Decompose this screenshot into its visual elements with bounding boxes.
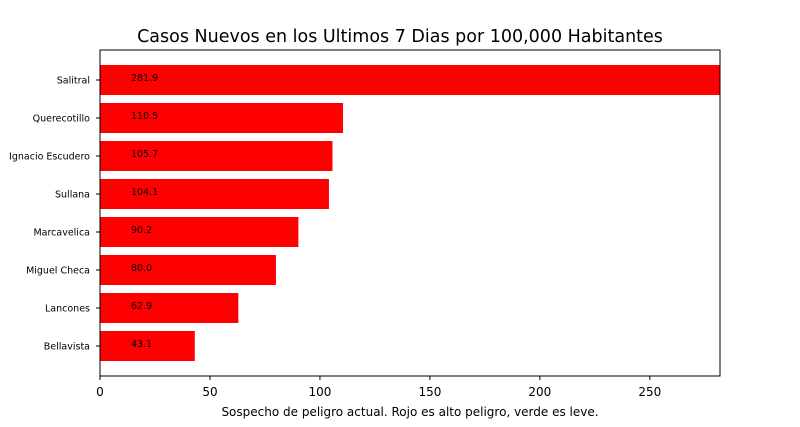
y-tick-label: Querecotillo [33, 114, 91, 125]
plot-area: 281.9 110.5 105.7 104.1 90.2 80.0 62.9 43.1 [99, 49, 721, 377]
x-axis-label: Sospecho de peligro actual. Rojo es alto… [221, 405, 598, 419]
y-tick-label: Ignacio Escudero [9, 152, 90, 163]
x-tick-label: 0 [96, 385, 104, 399]
x-tick-label: 50 [202, 385, 217, 399]
y-tick-label: Salitral [57, 76, 90, 87]
y-tick-label: Marcavelica [33, 228, 90, 239]
y-tick-label: Sullana [55, 190, 90, 201]
bar-value-label: 104.1 [131, 187, 158, 198]
bar-querecotillo [100, 103, 344, 133]
y-tick-label: Bellavista [44, 342, 90, 353]
bar-value-label: 105.7 [131, 149, 158, 160]
bar-lancones [100, 293, 239, 323]
bar-value-label: 43.1 [131, 339, 152, 350]
bar-sullana [100, 179, 329, 209]
y-tick-label: Miguel Checa [26, 266, 90, 277]
x-axis: 0 50 100 150 200 250 [96, 376, 661, 399]
chart-title: Casos Nuevos en los Ultimos 7 Dias por 1… [137, 27, 663, 47]
x-tick-label: 100 [308, 385, 331, 399]
bar-salitral [100, 65, 720, 95]
plot-background [100, 50, 720, 376]
bar-bellavista [100, 331, 195, 361]
bars-group [100, 65, 720, 361]
x-tick-label: 200 [528, 385, 551, 399]
y-axis: Salitral Querecotillo Ignacio Escudero Sull… [9, 76, 100, 353]
bar-value-label: 90.2 [131, 225, 152, 236]
bar-value-label: 110.5 [131, 111, 158, 122]
plot-frame [99, 49, 721, 377]
bar-value-label: 281.9 [131, 73, 158, 84]
x-tick-label: 250 [638, 385, 661, 399]
y-tick-label: Lancones [45, 304, 90, 315]
bar-ignacio-escudero [100, 141, 333, 171]
bar-value-label: 62.9 [131, 301, 152, 312]
bar-value-label: 80.0 [131, 263, 152, 274]
bar-miguel-checa [100, 255, 276, 285]
bar-value-labels: 281.9 110.5 105.7 104.1 90.2 80.0 62.9 43.1 [131, 73, 158, 350]
x-tick-label: 150 [418, 385, 441, 399]
bar-marcavelica [100, 217, 299, 247]
